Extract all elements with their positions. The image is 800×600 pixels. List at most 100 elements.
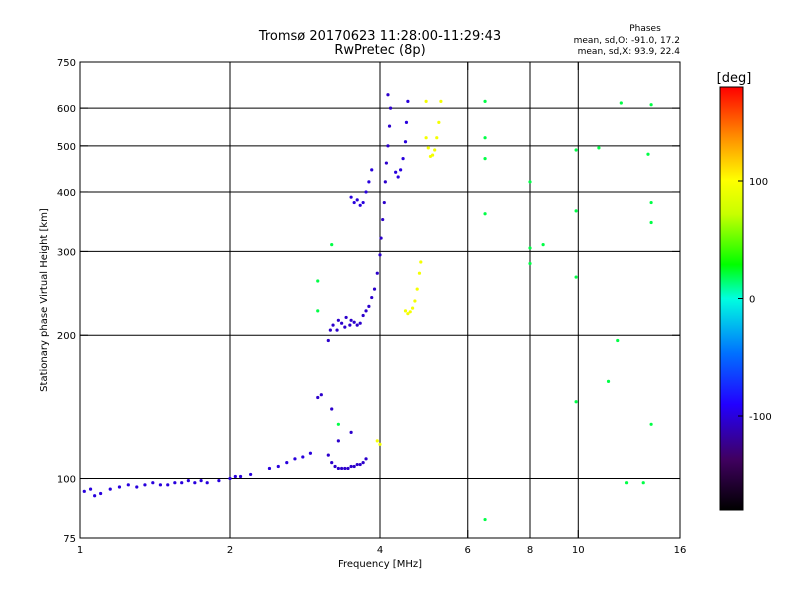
echo-point (433, 148, 437, 152)
x-tick-label: 6 (465, 545, 471, 556)
echo-point (344, 315, 348, 320)
echo-point (326, 338, 330, 343)
echo-point (424, 99, 428, 103)
echo-point (528, 246, 532, 250)
echo-point (135, 485, 139, 489)
echo-point (649, 103, 653, 107)
echo-point (199, 479, 203, 483)
y-tick-label: 600 (57, 104, 76, 115)
echo-point (403, 309, 408, 313)
echo-point (375, 439, 379, 443)
echo-point (349, 318, 353, 322)
echo-point (367, 304, 371, 308)
echo-point (370, 168, 374, 172)
grid-lines (80, 62, 680, 538)
echo-point (316, 279, 320, 283)
y-axis-label: Stationary phase Virtual Height [km] (39, 208, 50, 392)
echo-point (384, 161, 388, 165)
echo-point (355, 323, 359, 327)
y-tick-label: 750 (57, 58, 76, 69)
echo-point (426, 146, 430, 150)
echo-point (370, 295, 374, 300)
echo-point (574, 148, 578, 152)
echo-point (483, 157, 487, 161)
echo-point (205, 481, 209, 485)
echo-point (267, 466, 272, 471)
echo-point (349, 464, 353, 469)
echo-point (382, 200, 386, 205)
echo-point (238, 474, 243, 479)
echo-point (437, 120, 441, 124)
echo-point (379, 236, 383, 240)
echo-point (641, 481, 645, 485)
echo-point (403, 140, 408, 144)
phases-mean-x: mean, sd,X: 93.9, 22.4 (578, 47, 681, 57)
echo-point (439, 99, 443, 103)
echo-point (358, 462, 362, 467)
echo-point (408, 310, 412, 314)
echo-point (372, 287, 377, 291)
echo-point (331, 323, 335, 327)
echo-point (528, 180, 532, 184)
y-tick-label: 300 (57, 247, 76, 258)
echo-point (483, 99, 487, 103)
echo-point (435, 136, 439, 140)
echo-point (541, 243, 545, 247)
echo-point (126, 483, 130, 487)
echo-point (483, 212, 487, 216)
echo-point (343, 466, 347, 471)
echo-point (574, 209, 578, 213)
echo-point (361, 200, 365, 205)
y-tick-label: 500 (57, 142, 76, 153)
echo-point (404, 120, 409, 124)
echo-point (336, 422, 340, 426)
echo-point (387, 124, 392, 128)
echo-point (396, 175, 400, 179)
echo-point (186, 479, 190, 483)
echo-point (361, 313, 365, 318)
echo-point (406, 312, 410, 316)
echo-point (378, 442, 382, 446)
x-tick-label: 2 (227, 545, 233, 556)
echo-point (333, 464, 337, 469)
echo-point (386, 93, 390, 97)
echo-point (228, 476, 232, 481)
echo-point (415, 287, 419, 291)
echo-point (394, 170, 398, 174)
echo-point (364, 190, 368, 194)
echo-point (399, 168, 403, 172)
echo-point (336, 466, 340, 471)
echo-point (336, 318, 340, 322)
echo-point (349, 195, 353, 199)
plot-frame (79, 61, 681, 539)
echo-point (330, 461, 334, 465)
echo-point (346, 466, 350, 471)
echo-point (99, 491, 103, 496)
chart-title: Tromsø 20170623 11:28:00-11:29:43 (258, 29, 501, 44)
echo-point (430, 153, 435, 157)
echo-point (143, 483, 147, 487)
echo-point (364, 309, 368, 313)
echo-point (249, 472, 253, 477)
colorbar-tick-label: 0 (749, 295, 755, 306)
echo-point (151, 481, 155, 485)
colorbar-tick-label: 100 (749, 177, 768, 188)
echo-point (358, 203, 362, 207)
data-points (82, 93, 653, 522)
echo-point (616, 338, 620, 343)
echo-point (574, 400, 578, 404)
echo-point (352, 464, 356, 469)
y-tick-label: 400 (57, 188, 76, 199)
echo-point (166, 483, 170, 487)
x-tick-label: 8 (527, 545, 533, 556)
echo-point (88, 487, 93, 491)
echo-point (597, 146, 601, 150)
echo-point (355, 462, 359, 467)
echo-point (293, 457, 297, 461)
echo-point (649, 422, 653, 426)
echo-point (417, 271, 422, 275)
echo-point (355, 198, 359, 202)
echo-point (343, 325, 347, 329)
echo-point (413, 299, 417, 303)
echo-point (340, 466, 344, 471)
